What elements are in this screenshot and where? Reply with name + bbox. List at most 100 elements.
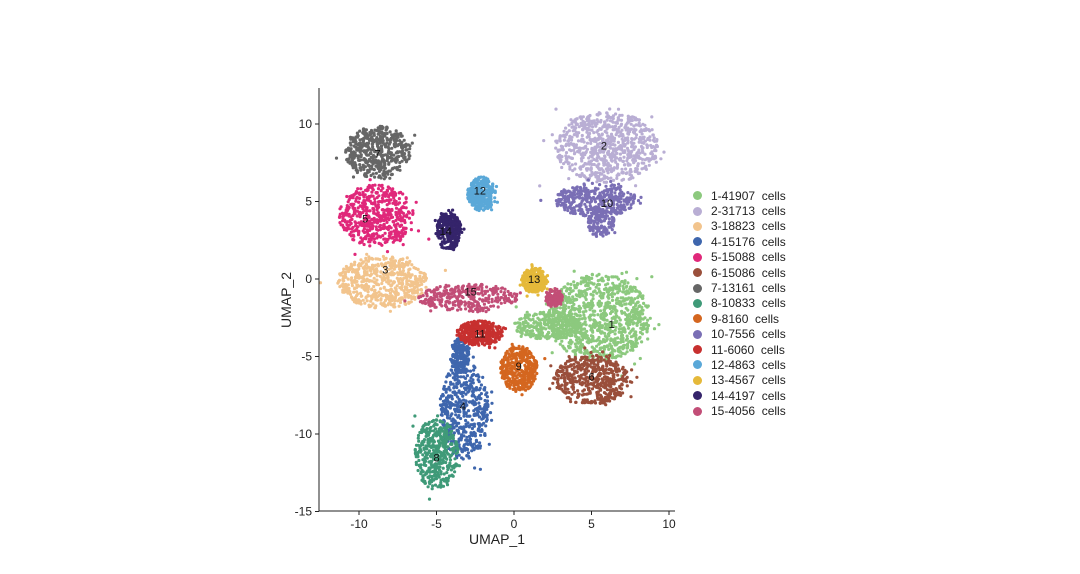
cell-point <box>343 218 347 222</box>
cell-point <box>569 338 573 342</box>
cell-point <box>613 154 617 158</box>
cell-point <box>352 229 356 233</box>
cell-point <box>558 369 562 373</box>
cell-point <box>600 377 604 381</box>
cell-point <box>631 176 635 180</box>
cell-point <box>585 281 589 286</box>
cell-point <box>474 444 478 449</box>
cell-point <box>415 281 419 285</box>
cell-point <box>347 227 351 231</box>
cell-point <box>535 328 539 332</box>
cell-point <box>557 319 561 323</box>
cell-point <box>563 362 568 366</box>
cell-point <box>387 207 391 212</box>
cell-point <box>370 201 374 205</box>
cell-point <box>562 162 566 166</box>
cell-point <box>573 348 577 352</box>
cell-point <box>363 301 367 305</box>
cell-point <box>384 256 388 260</box>
cell-point <box>583 331 587 335</box>
cell-point <box>533 320 537 324</box>
cell-point <box>598 368 602 372</box>
cell-point <box>555 334 559 338</box>
cell-point <box>456 428 460 433</box>
cell-point <box>517 321 521 325</box>
cell-point <box>383 162 387 166</box>
cell-point <box>629 117 633 121</box>
cell-point <box>461 457 465 461</box>
cell-point <box>396 272 400 277</box>
cell-point <box>350 158 354 163</box>
cell-point <box>586 336 591 340</box>
cell-point <box>620 333 624 337</box>
cell-point <box>599 309 603 313</box>
cell-point <box>561 148 565 152</box>
cell-point <box>600 365 605 369</box>
cell-point <box>382 222 386 226</box>
cell-point <box>452 403 456 407</box>
cell-point <box>645 321 649 325</box>
cell-point <box>585 366 589 370</box>
cell-point <box>364 161 368 165</box>
cell-point <box>390 167 394 171</box>
cell-point <box>608 353 612 358</box>
cell-point <box>365 273 369 277</box>
cell-point <box>397 304 401 308</box>
cell-point <box>464 388 468 392</box>
cell-point <box>454 413 458 417</box>
cell-point <box>441 399 445 403</box>
cell-point <box>583 320 587 324</box>
cell-point <box>606 304 610 308</box>
cell-point <box>455 339 459 343</box>
cell-point <box>373 288 377 292</box>
cell-point <box>591 297 595 301</box>
cell-point <box>618 289 622 293</box>
cell-point <box>580 338 585 342</box>
cell-point <box>605 289 609 293</box>
cell-point <box>636 171 641 176</box>
cell-point <box>394 160 398 164</box>
cell-point <box>638 315 642 319</box>
cell-point <box>348 292 352 296</box>
cell-point <box>407 268 411 272</box>
cell-point <box>343 273 347 277</box>
cell-point <box>396 151 400 155</box>
cell-point <box>620 271 624 276</box>
cell-point <box>556 336 560 341</box>
cell-point <box>357 301 361 305</box>
cell-point <box>629 150 633 154</box>
cell-point <box>538 184 542 188</box>
cell-point <box>334 156 339 160</box>
cell-point <box>416 267 420 271</box>
cell-point <box>550 320 555 324</box>
cell-point <box>352 144 356 148</box>
cell-point <box>373 200 377 204</box>
cell-point <box>453 457 457 461</box>
cell-point <box>380 281 384 286</box>
cell-point <box>644 167 649 171</box>
cell-point <box>620 304 624 308</box>
cell-point <box>345 148 349 152</box>
cell-point <box>456 415 460 419</box>
cell-point <box>640 157 645 161</box>
cell-point <box>352 193 356 197</box>
cell-point <box>570 392 574 396</box>
cell-point <box>602 291 606 296</box>
cell-point <box>641 317 645 321</box>
cell-point <box>567 143 571 147</box>
cell-point <box>582 310 586 314</box>
cell-point <box>348 223 352 227</box>
cell-point <box>631 334 636 338</box>
cell-point <box>480 428 484 432</box>
cell-point <box>598 347 602 352</box>
cell-point <box>448 458 453 462</box>
cell-point <box>345 194 349 199</box>
cell-point <box>564 151 569 155</box>
cell-point <box>627 340 631 344</box>
cell-point <box>524 320 528 324</box>
cell-point <box>345 287 349 291</box>
cell-point <box>549 364 553 368</box>
cell-point <box>554 107 558 111</box>
cell-point <box>390 172 394 176</box>
cell-point <box>403 302 407 306</box>
